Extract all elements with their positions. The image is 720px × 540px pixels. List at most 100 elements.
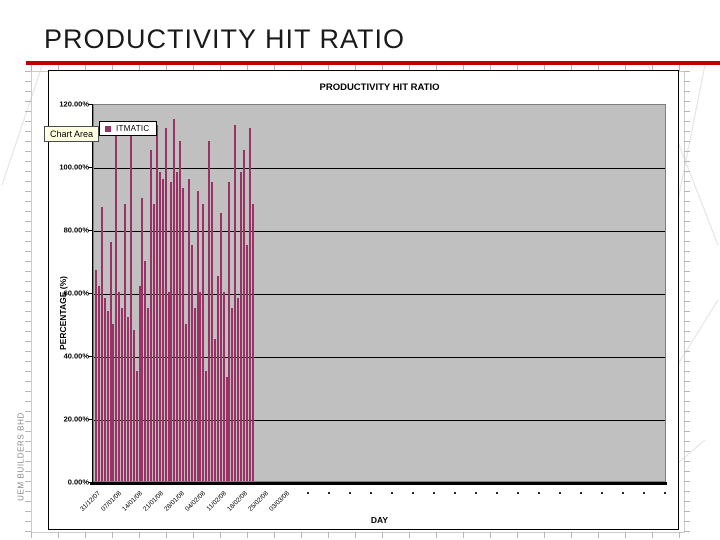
y-axis-tick-label[interactable]: 60.00% [63, 288, 89, 298]
bar[interactable] [213, 339, 216, 481]
bar[interactable] [251, 203, 254, 481]
bar[interactable] [242, 150, 245, 481]
bar[interactable] [109, 241, 112, 481]
bar[interactable] [106, 310, 109, 481]
bar[interactable] [208, 140, 211, 481]
y-axis-line[interactable] [92, 104, 93, 485]
plot-area[interactable] [93, 104, 666, 482]
bar[interactable] [153, 203, 155, 481]
bar[interactable] [234, 125, 237, 481]
chart-title[interactable]: PRODUCTIVITY HIT RATIO [319, 82, 440, 93]
x-axis-title[interactable]: DAY [370, 515, 389, 525]
legend-label: ITMATIC [116, 124, 150, 133]
bar[interactable] [187, 178, 190, 481]
frame-ticks-left [25, 71, 31, 532]
gridline[interactable] [94, 420, 665, 421]
bar[interactable] [231, 307, 234, 481]
bar[interactable] [179, 140, 182, 481]
y-axis-tick-label[interactable]: 40.00% [63, 351, 89, 361]
bar[interactable] [240, 172, 242, 481]
gridline[interactable] [94, 357, 665, 358]
bar[interactable] [118, 292, 121, 481]
x-axis-empty-tick [306, 492, 309, 494]
bar[interactable] [112, 323, 115, 481]
y-axis-tick-label[interactable]: 0.00% [67, 477, 89, 487]
x-axis-empty-tick [600, 492, 603, 494]
bar[interactable] [211, 181, 213, 481]
bar[interactable] [202, 203, 205, 481]
x-axis-empty-tick [327, 492, 330, 494]
x-axis-empty-tick [390, 492, 393, 494]
bar[interactable] [248, 128, 251, 481]
bar[interactable] [184, 323, 187, 481]
x-axis-empty-tick [663, 492, 666, 494]
y-axis-tick [88, 104, 93, 105]
bar[interactable] [193, 307, 196, 481]
x-axis-empty-tick [495, 492, 498, 494]
bar[interactable] [190, 244, 193, 481]
side-text: UEM BUILDERS BHD [16, 412, 26, 501]
bar[interactable] [135, 370, 138, 481]
y-axis-tick [88, 167, 93, 168]
bar[interactable] [97, 285, 100, 481]
bar[interactable] [245, 244, 248, 481]
bar[interactable] [100, 206, 103, 481]
bar[interactable] [176, 172, 179, 481]
x-axis-empty-tick [621, 492, 624, 494]
x-axis-line[interactable] [90, 482, 667, 485]
bar[interactable] [144, 260, 147, 481]
bar[interactable] [147, 307, 150, 481]
y-axis-tick-label[interactable]: 80.00% [63, 225, 89, 235]
y-axis-tick-label[interactable]: 120.00% [59, 99, 89, 109]
bar[interactable] [182, 188, 184, 481]
bar[interactable] [228, 181, 231, 481]
y-axis-tick-label[interactable]: 100.00% [59, 162, 89, 172]
bar[interactable] [129, 121, 132, 481]
y-axis-title[interactable]: PERCENTAGE (%) [58, 276, 68, 350]
bar[interactable] [155, 125, 158, 481]
y-axis-tick [88, 230, 93, 231]
bar[interactable] [158, 172, 161, 481]
bar[interactable] [173, 118, 176, 481]
bar[interactable] [199, 292, 202, 481]
bar[interactable] [222, 292, 225, 481]
bar[interactable] [205, 370, 208, 481]
bar[interactable] [126, 317, 129, 481]
bar[interactable] [141, 197, 144, 481]
legend[interactable]: ITMATIC [99, 121, 157, 136]
bar[interactable] [164, 128, 167, 481]
x-axis-empty-tick [348, 492, 351, 494]
x-axis-empty-tick [369, 492, 372, 494]
chart-area-tooltip: Chart Area [44, 126, 100, 142]
bar[interactable] [225, 377, 228, 481]
gridline[interactable] [94, 168, 665, 169]
bar[interactable] [170, 181, 173, 481]
bar[interactable] [196, 191, 199, 481]
frame-ticks-top [31, 65, 684, 71]
x-axis-empty-tick [432, 492, 435, 494]
bar[interactable] [124, 203, 126, 481]
bar[interactable] [132, 329, 135, 481]
chart-object[interactable]: PRODUCTIVITY HIT RATIO PERCENTAGE (%) DA… [44, 70, 679, 530]
bar[interactable] [161, 178, 164, 481]
bar[interactable] [219, 213, 222, 481]
legend-swatch [105, 125, 111, 132]
bar[interactable] [115, 125, 118, 481]
x-axis-empty-tick [411, 492, 414, 494]
frame-ticks-bottom [31, 532, 684, 538]
y-axis-tick-label[interactable]: 20.00% [63, 414, 89, 424]
bar[interactable] [95, 269, 97, 481]
x-axis-empty-tick [537, 492, 540, 494]
gridline[interactable] [94, 231, 665, 232]
bar[interactable] [138, 285, 141, 481]
bar[interactable] [150, 150, 153, 481]
bar[interactable] [216, 276, 219, 481]
bar[interactable] [167, 292, 170, 481]
x-axis-empty-tick [642, 492, 645, 494]
bar[interactable] [103, 298, 106, 481]
y-axis-tick [88, 482, 93, 483]
gridline[interactable] [94, 294, 665, 295]
bar[interactable] [121, 307, 124, 481]
bar[interactable] [237, 298, 240, 481]
